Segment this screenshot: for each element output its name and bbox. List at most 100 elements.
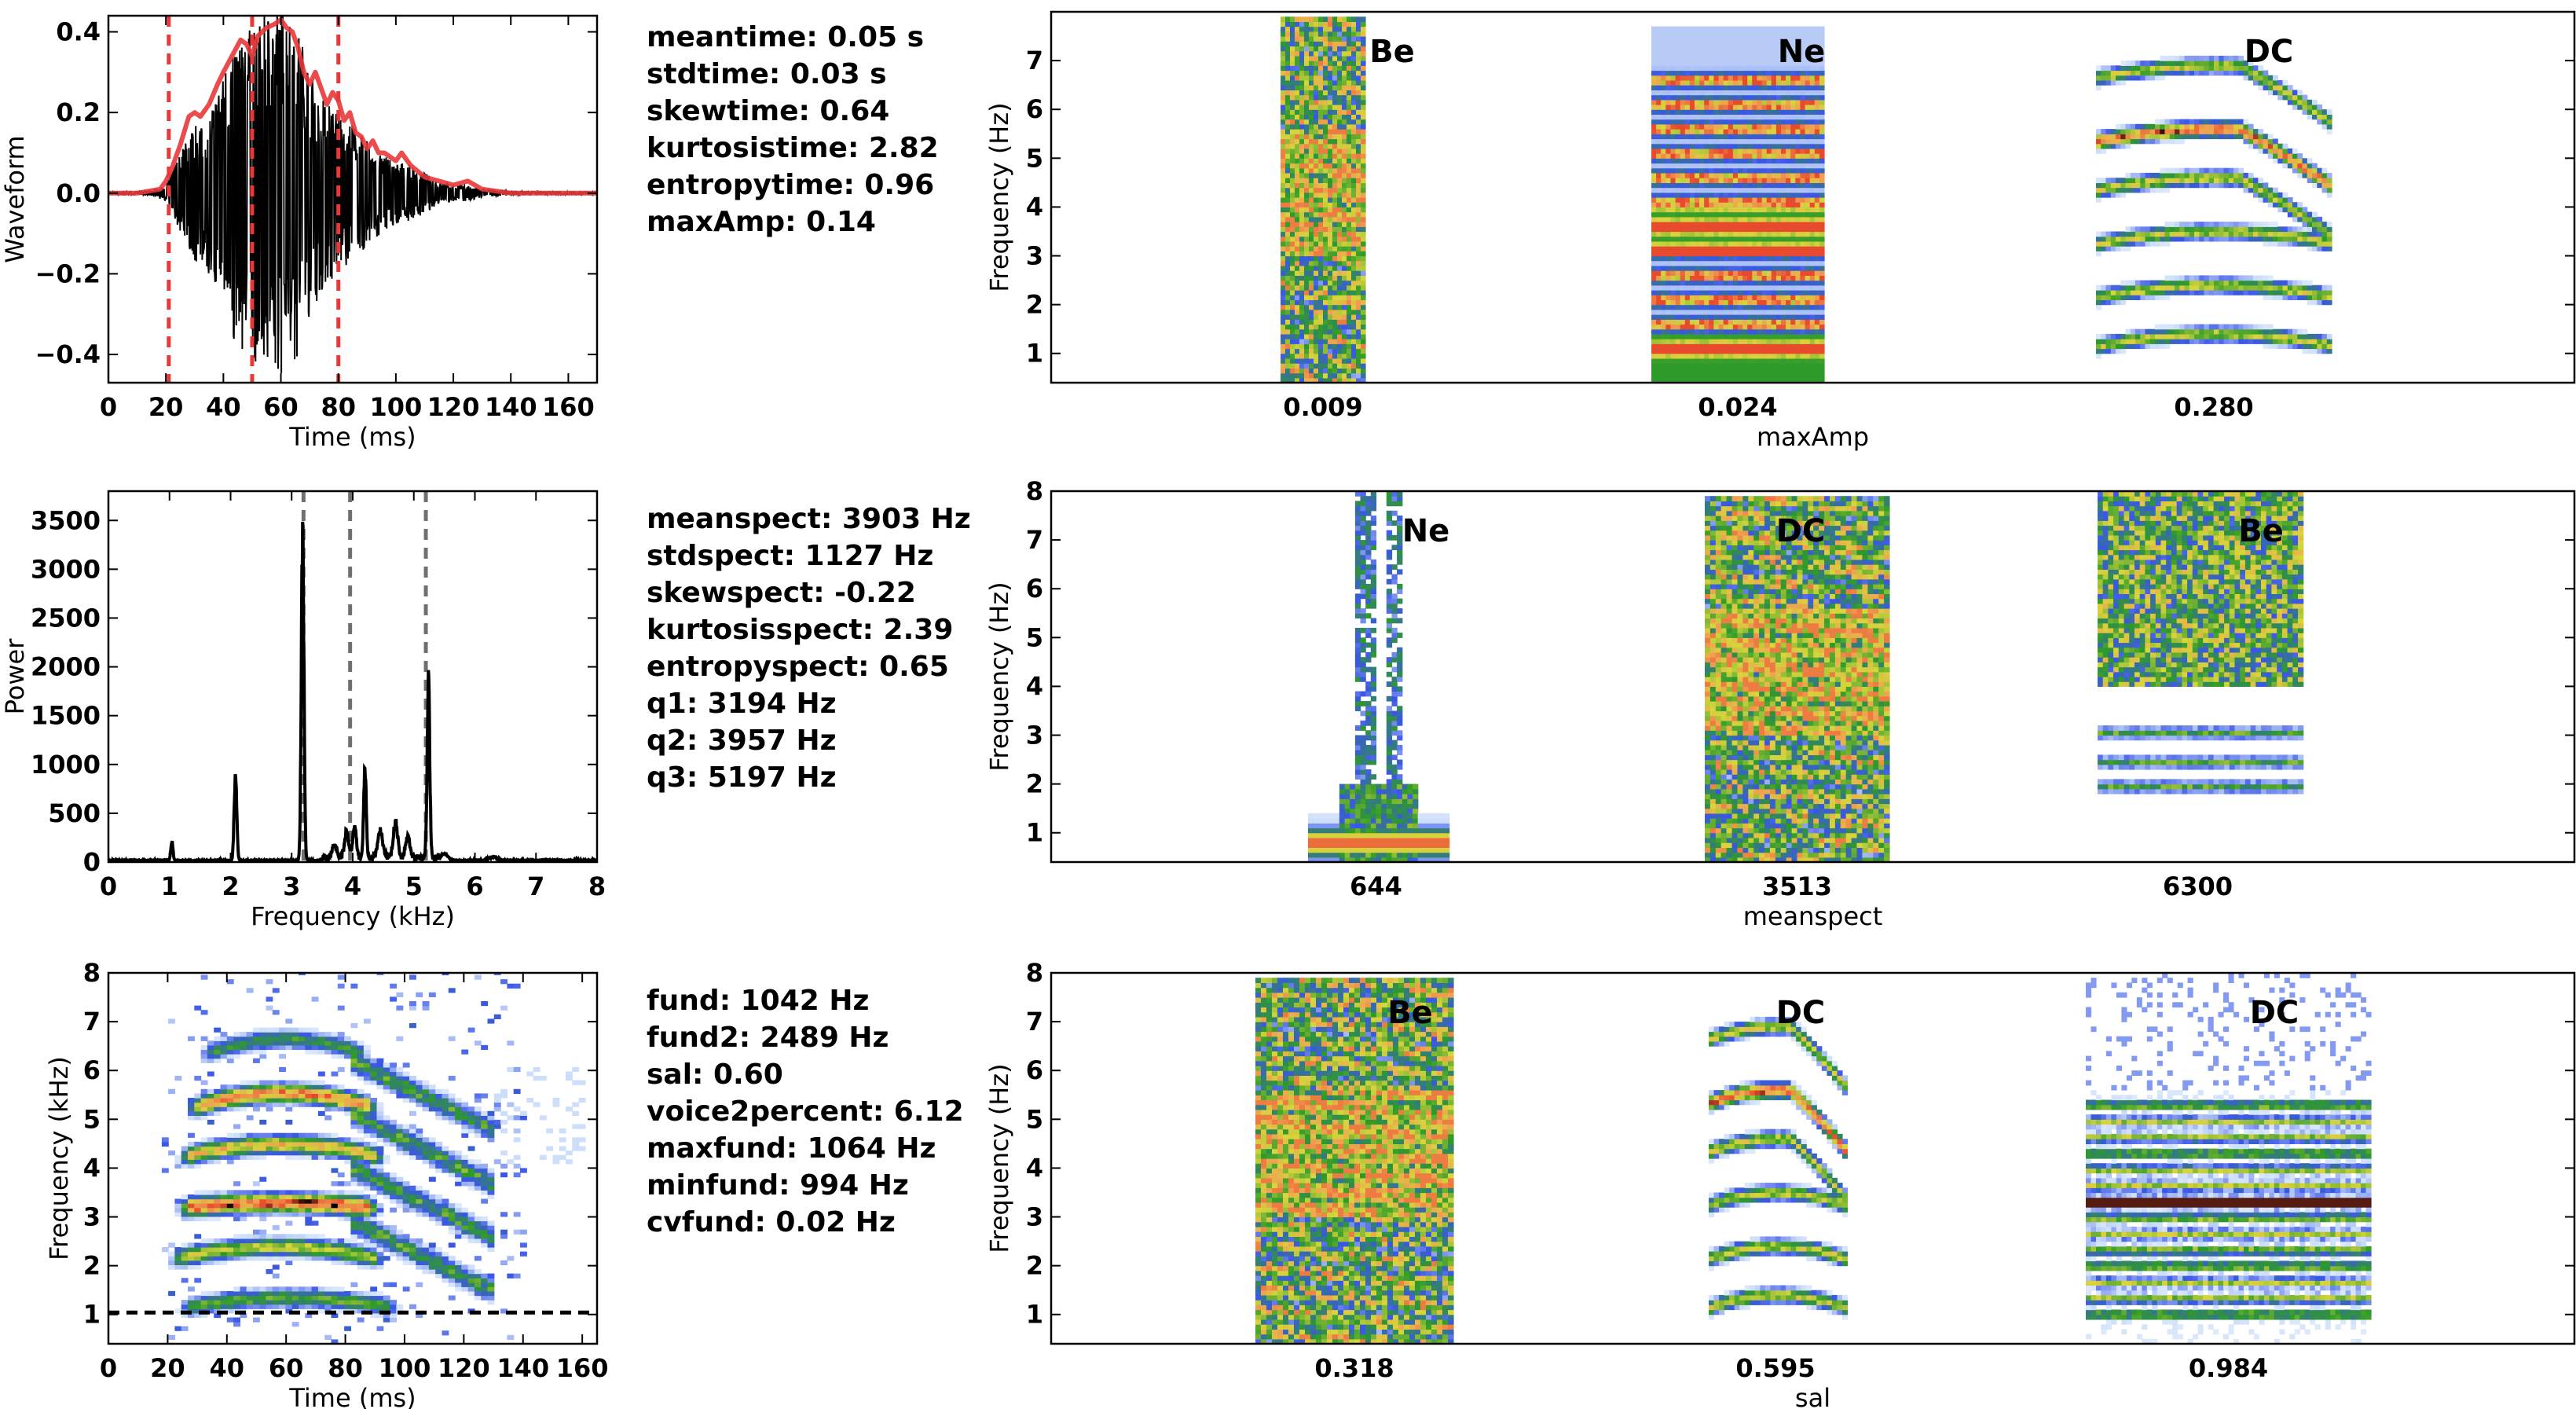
- y-tick-label: 8: [1026, 476, 1043, 506]
- x-tick-label: 0.984: [2189, 1353, 2268, 1383]
- spectral-stats-panel: meanspect: 3903 Hz stdspect: 1127 Hz ske…: [647, 501, 971, 796]
- y-tick-label: 6: [1026, 94, 1043, 124]
- stat-fund2: fund2: 2489 Hz: [647, 1022, 889, 1054]
- plot-frame: [107, 490, 599, 864]
- y-tick-label: 5: [83, 1104, 101, 1134]
- stat-stdtime: stdtime: 0.03 s: [647, 58, 887, 90]
- plot-frame: [107, 971, 599, 1345]
- x-axis-label: maxAmp: [1757, 422, 1869, 452]
- y-axis-label: Frequency (Hz): [984, 582, 1014, 771]
- stat-fund: fund: 1042 Hz: [647, 985, 870, 1017]
- x-tick-label: 60: [269, 1353, 304, 1383]
- stat-maxamp: maxAmp: 0.14: [647, 206, 876, 238]
- x-tick-label: 0.009: [1283, 392, 1362, 422]
- y-tick-label: 5: [1026, 1104, 1043, 1134]
- call-type-label: Ne: [1778, 34, 1826, 70]
- stat-minfund: minfund: 994 Hz: [647, 1169, 909, 1202]
- y-tick-label: 3000: [31, 554, 101, 584]
- stat-skewspect: skewspect: -0.22: [647, 577, 916, 609]
- x-tick-label: 0.280: [2174, 392, 2253, 422]
- stat-cvfund: cvfund: 0.02 Hz: [647, 1206, 896, 1238]
- spectrogram-be-1: [1281, 17, 1366, 383]
- time-stats-panel: meantime: 0.05 s stdtime: 0.03 s skewtim…: [647, 19, 939, 240]
- y-tick-label: 0.2: [56, 97, 101, 127]
- stat-maxfund: maxfund: 1064 Hz: [647, 1132, 936, 1165]
- stat-voice2percent: voice2percent: 6.12: [647, 1095, 964, 1128]
- stat-q2: q2: 3957 Hz: [647, 725, 837, 757]
- y-tick-label: 6: [83, 1055, 101, 1085]
- x-tick-label: 20: [148, 392, 184, 422]
- x-tick-label: 0: [100, 1353, 117, 1383]
- spectrogram-dc-2: [1705, 496, 1890, 862]
- x-tick-label: 2: [222, 871, 239, 901]
- x-tick-label: 0: [100, 871, 117, 901]
- x-axis-label: sal: [1795, 1383, 1830, 1409]
- x-tick-label: 80: [328, 1353, 363, 1383]
- stat-stdspect: stdspect: 1127 Hz: [647, 540, 934, 572]
- spectrogram-be-1: [1255, 978, 1454, 1344]
- y-tick-label: 3: [83, 1202, 101, 1232]
- x-axis-label: meanspect: [1743, 901, 1883, 931]
- x-tick-label: 5: [405, 871, 423, 901]
- y-tick-label: 500: [48, 798, 101, 828]
- y-tick-label: 1000: [31, 750, 101, 780]
- spectrogram-ne-2: [1651, 26, 1825, 383]
- spectrogram-dc-2: [1709, 1016, 1849, 1320]
- call-type-label: Ne: [1402, 513, 1450, 549]
- call-type-label: Be: [1369, 34, 1415, 70]
- spectrogram-be-3: [2098, 491, 2304, 794]
- y-tick-label: 7: [1026, 46, 1043, 75]
- call-type-label: DC: [1776, 513, 1826, 549]
- x-axis-label: Frequency (kHz): [251, 901, 455, 931]
- y-tick-label: 2: [83, 1251, 101, 1281]
- spectrogram-ne-1: [1308, 491, 1450, 862]
- plot-frame: [1050, 490, 2576, 864]
- call-type-label: DC: [2250, 995, 2299, 1031]
- stat-kurtosistime: kurtosistime: 2.82: [647, 132, 939, 164]
- x-tick-label: 40: [210, 1353, 245, 1383]
- power-spectrum-chart: 0 1 2 3 4 5 6 7 8 0 500 1000 1500 2000 2500 3000 3500 Fre…: [0, 490, 606, 931]
- y-tick-label: 4: [1026, 671, 1043, 701]
- y-tick-label: 7: [83, 1007, 101, 1037]
- x-tick-label: 140: [497, 1353, 549, 1383]
- x-axis-label: Time (ms): [288, 422, 416, 452]
- y-axis-label: Power: [0, 638, 30, 715]
- y-tick-label: 4: [83, 1153, 101, 1183]
- x-tick-label: 160: [556, 1353, 609, 1383]
- plot-frame: [1050, 971, 2576, 1345]
- sal-strip-chart: Be 0.318 DC 0.595 DC 0.984 1 2 3 4 5 6 7 8 sal Frequenc…: [984, 958, 2576, 1409]
- x-tick-label: 644: [1350, 871, 1402, 901]
- y-tick-label: 3: [1026, 721, 1043, 750]
- y-tick-label: 0.0: [56, 178, 101, 208]
- stat-meanspect: meanspect: 3903 Hz: [647, 503, 971, 535]
- call-type-label: Be: [1387, 995, 1433, 1031]
- call-type-label: DC: [2244, 34, 2294, 70]
- y-tick-label: 2: [1026, 1251, 1043, 1281]
- x-tick-label: 120: [427, 392, 480, 422]
- stat-kurtosisspect: kurtosisspect: 2.39: [647, 614, 954, 646]
- x-tick-label: 20: [150, 1353, 185, 1383]
- waveform-plot-area: [108, 16, 597, 383]
- plot-frame: [1050, 10, 2576, 384]
- y-axis-label: Frequency (kHz): [44, 1056, 74, 1260]
- x-tick-label: 100: [379, 1353, 431, 1383]
- y-tick-label: 1: [1026, 339, 1043, 369]
- y-tick-label: 1500: [31, 701, 101, 731]
- y-tick-label: 7: [1026, 525, 1043, 555]
- y-tick-label: 2000: [31, 652, 101, 682]
- own-spectrogram-chart: 0 20 40 60 80 100 120 140 160 1 2 3 4 5 6 7 8 Time (ms) Fr…: [44, 958, 609, 1409]
- x-tick-label: 3513: [1762, 871, 1832, 901]
- x-tick-label: 8: [588, 871, 606, 901]
- y-tick-label: 3500: [31, 505, 101, 535]
- y-tick-label: 2: [1026, 769, 1043, 799]
- y-tick-label: −0.2: [35, 259, 101, 288]
- y-tick-label: 3: [1026, 241, 1043, 271]
- strip-image-area: [1281, 17, 2332, 383]
- spectrogram-dc-3: [2096, 55, 2332, 359]
- stat-sal: sal: 0.60: [647, 1059, 783, 1091]
- x-tick-label: 140: [485, 392, 537, 422]
- x-tick-label: 7: [527, 871, 544, 901]
- x-tick-label: 0: [100, 392, 117, 422]
- x-tick-label: 3: [283, 871, 300, 901]
- stat-entropytime: entropytime: 0.96: [647, 169, 935, 201]
